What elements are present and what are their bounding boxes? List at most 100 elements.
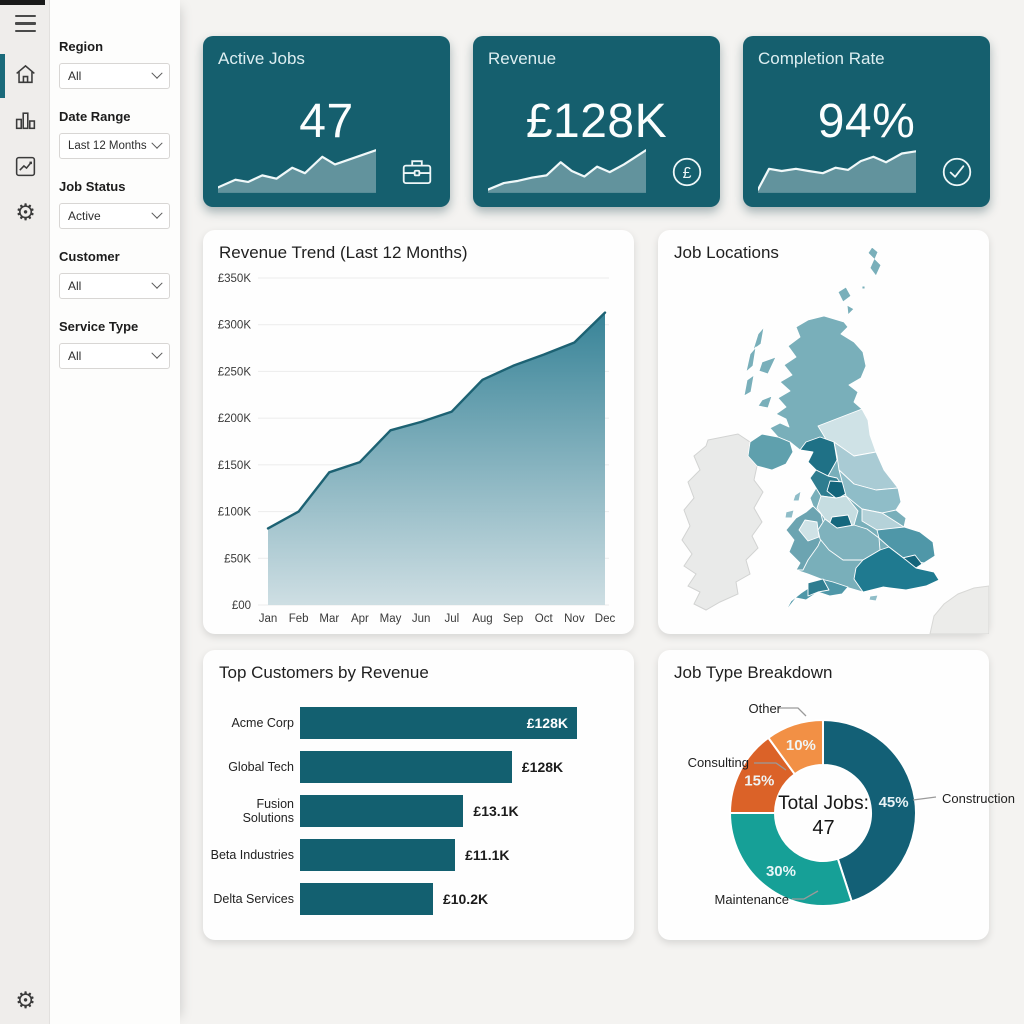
x-axis-tick: Aug (472, 613, 492, 625)
home-icon[interactable] (13, 62, 38, 87)
map-region-france (929, 585, 989, 634)
kpi-title: Active Jobs (218, 49, 305, 68)
filter-group-date-range: Date Range Last 12 Months (59, 109, 170, 159)
donut-slice-other[interactable] (766, 718, 824, 776)
chart-title: Job Locations (674, 243, 779, 262)
line-chart-icon[interactable] (13, 154, 38, 179)
donut-slice-construction[interactable] (822, 718, 917, 903)
y-axis-tick: £50K (224, 553, 251, 565)
filter-label: Job Status (59, 179, 126, 194)
menu-icon[interactable] (15, 15, 36, 32)
settings-bottom-icon[interactable]: ⚙ (15, 987, 36, 1013)
bar-acme-corp[interactable]: £128K (300, 707, 577, 739)
uk-choropleth-map[interactable] (658, 230, 989, 634)
donut-pct-label: 10% (786, 737, 816, 754)
map-region-northern-ireland (747, 433, 794, 471)
map-region (799, 436, 838, 477)
x-axis-tick: Nov (564, 613, 585, 625)
bar-value-label: £10.2K (442, 891, 489, 907)
filter-group-region: Region All (59, 39, 170, 89)
map-region (838, 469, 902, 514)
filter-label: Service Type (59, 319, 139, 334)
job-status-dropdown[interactable]: Active (59, 203, 170, 229)
bar-row: Fusion Solutions £13.1K (203, 789, 634, 833)
kpi-card-active-jobs: Active Jobs 47 (203, 36, 450, 207)
map-region (853, 546, 940, 593)
bar-delta-services[interactable] (300, 883, 433, 915)
x-axis-tick: May (380, 613, 402, 625)
x-axis-tick: Jul (444, 613, 459, 625)
filter-panel: Region All Date Range Last 12 Months Job… (50, 0, 180, 1024)
x-axis-tick: Dec (595, 613, 616, 625)
bar-category-label: Acme Corp (231, 716, 294, 730)
bar-beta-industries[interactable] (300, 839, 456, 871)
map-region (784, 578, 849, 613)
donut-label-construction: Construction (942, 791, 1015, 806)
dashboard-main: Active Jobs 47 Revenue £128K £ Completio… (180, 0, 1024, 1024)
bar-row: Delta Services £10.2K (203, 877, 634, 921)
sparkline-chart (488, 148, 646, 194)
map-region-ireland (681, 433, 764, 611)
x-axis-tick: Jan (259, 613, 278, 625)
donut-label-maintenance: Maintenance (714, 892, 789, 907)
donut-center-value: 47 (812, 817, 835, 839)
bar-row: Beta Industries £11.1K (203, 833, 634, 877)
map-region (876, 526, 936, 564)
customer-dropdown[interactable]: All (59, 273, 170, 299)
revenue-trend-card: Revenue Trend (Last 12 Months) £350K £300… (203, 230, 634, 634)
y-axis-tick: £100K (218, 507, 252, 519)
bar-category-label: Delta Services (213, 892, 294, 906)
donut-center-label: Total Jobs: (778, 793, 869, 814)
chevron-down-icon (151, 207, 163, 219)
chevron-down-icon (151, 137, 163, 149)
pound-circle-icon: £ (670, 155, 704, 189)
y-axis-tick: £300K (218, 320, 252, 332)
settings-icon[interactable]: ⚙ (15, 199, 36, 225)
donut-leader-lines (754, 707, 937, 900)
job-type-breakdown-card: Job Type Breakdown 45% 30% 15% 10% Other Co… (658, 650, 1015, 940)
bar-row: Acme Corp £128K (203, 701, 634, 745)
kpi-title: Completion Rate (758, 49, 885, 68)
dropdown-value: All (68, 279, 82, 293)
y-axis-tick: £150K (218, 460, 252, 472)
dropdown-value: All (68, 349, 82, 363)
map-region (798, 519, 820, 542)
bar-category-label: Fusion Solutions (242, 797, 294, 825)
job-type-donut-chart[interactable]: 45% 30% 15% 10% (658, 650, 989, 940)
bar-fusion-solutions[interactable] (300, 795, 464, 827)
x-axis-tick: Feb (289, 613, 309, 625)
bar-value-label: £13.1K (473, 803, 519, 819)
nav-sidebar: ⚙ ⚙ (0, 0, 50, 1024)
y-axis-tick: £350K (218, 273, 252, 285)
chart-title: Top Customers by Revenue (219, 663, 429, 682)
y-axis-tick: £200K (218, 413, 252, 425)
region-dropdown[interactable]: All (59, 63, 170, 89)
map-region (807, 578, 830, 597)
kpi-value: 94% (817, 95, 916, 148)
filter-group-service-type: Service Type All (59, 319, 170, 369)
bar-chart-icon[interactable] (13, 108, 38, 133)
kpi-card-completion-rate: Completion Rate 94% (743, 36, 990, 207)
bar-value-label: £11.1K (465, 847, 510, 863)
filter-label: Region (59, 39, 104, 54)
x-axis-tick: Mar (319, 613, 339, 625)
sparkline-chart (218, 148, 376, 194)
bar-value-label: £128K (521, 759, 564, 775)
chevron-down-icon (151, 67, 163, 79)
donut-pct-label: 30% (766, 863, 796, 880)
kpi-card-revenue: Revenue £128K £ (473, 36, 720, 207)
kpi-row: Active Jobs 47 Revenue £128K £ Completio… (203, 36, 990, 207)
bar-global-tech[interactable] (300, 751, 512, 783)
service-type-dropdown[interactable]: All (59, 343, 170, 369)
filter-group-customer: Customer All (59, 249, 170, 299)
revenue-trend-chart[interactable]: £350K £300K £250K £200K £150K £100K £50K £00 Jan… (203, 230, 634, 634)
date-range-dropdown[interactable]: Last 12 Months (59, 133, 170, 159)
y-axis-tick: £250K (218, 366, 252, 378)
donut-label-consulting: Consulting (687, 755, 749, 770)
x-axis-tick: Apr (351, 613, 369, 625)
kpi-value: 47 (299, 95, 354, 148)
kpi-title: Revenue (488, 49, 557, 68)
dropdown-value: Last 12 Months (68, 140, 147, 152)
map-region-great-britain[interactable] (743, 246, 940, 613)
donut-slice-maintenance[interactable] (728, 812, 853, 907)
